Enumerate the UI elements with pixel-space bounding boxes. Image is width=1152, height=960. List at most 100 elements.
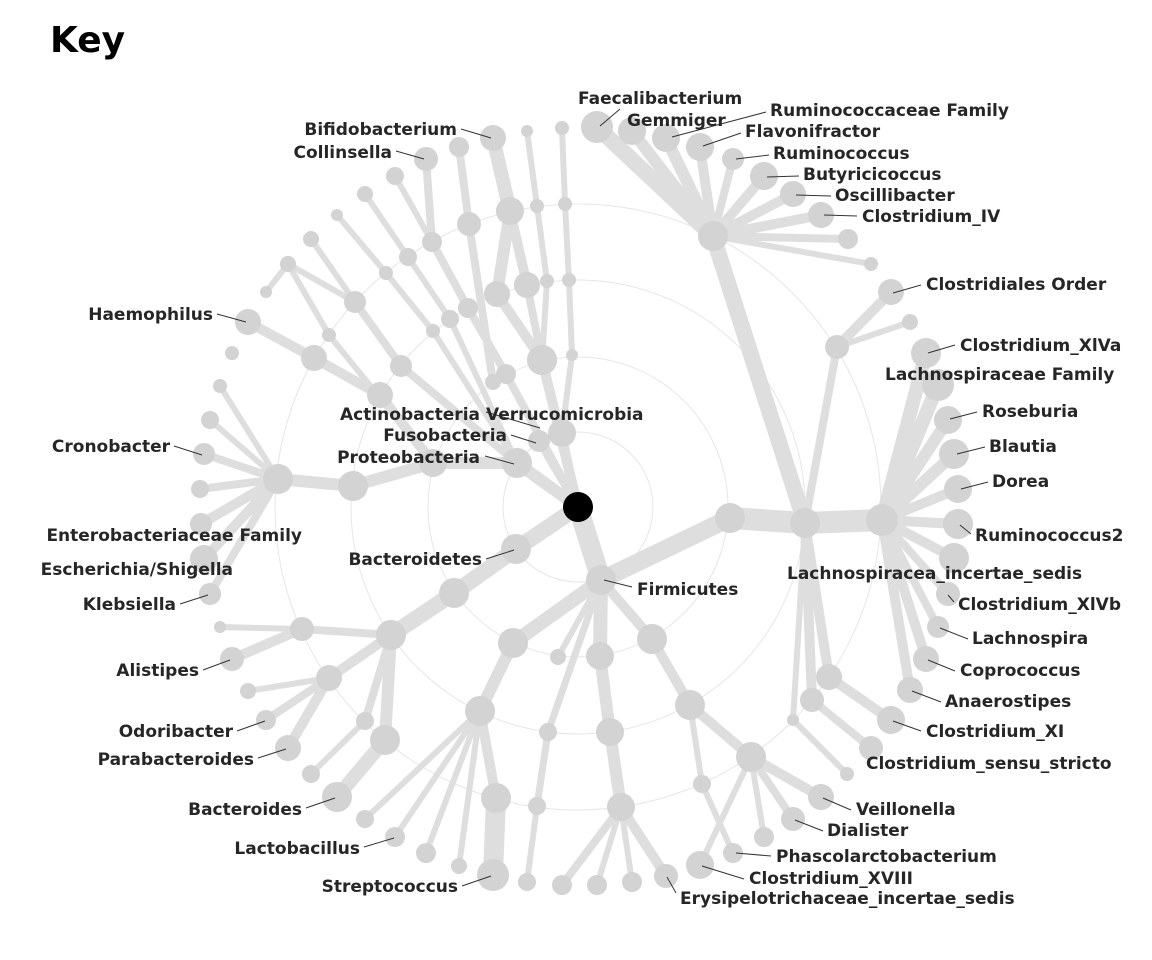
- leader-lactobacillus: [363, 837, 395, 848]
- node-r_x10: [864, 257, 878, 271]
- node-clostridium_xi: [877, 706, 905, 734]
- node-p_delta2: [399, 248, 417, 266]
- node-a_bif_o: [484, 281, 510, 307]
- branch-a_x5-a_l3: [559, 125, 568, 207]
- branch-a_cor_o-a_cor_f: [428, 238, 472, 312]
- leader-anaerostipes: [911, 690, 942, 703]
- node-blautia: [939, 439, 969, 469]
- node-e_x2: [622, 872, 642, 892]
- label-roseburia: Roseburia: [982, 402, 1078, 422]
- leader-clostridiales-order: [892, 284, 922, 294]
- node-a_mid: [527, 345, 557, 375]
- node-f_bacilli: [498, 628, 528, 658]
- label-alistipes: Alistipes: [116, 661, 199, 681]
- label-ruminococcaceae-family: Ruminococcaceae Family: [770, 101, 1009, 121]
- leader-fusobacteria: [510, 434, 537, 444]
- label-enterobacteriaceae-family: Enterobacteriaceae Family: [46, 526, 302, 546]
- node-p_beta: [390, 355, 412, 377]
- node-f_negi: [675, 690, 705, 720]
- node-p_x1: [201, 411, 219, 429]
- node-f_erys_o: [586, 642, 614, 670]
- node-flavonifractor: [686, 133, 714, 161]
- label-collinsella: Collinsella: [293, 143, 392, 163]
- branch-f_lacto_o-l_x3: [362, 708, 483, 822]
- node-ruminococcaceae_family: [652, 124, 680, 152]
- leader-dorea: [960, 481, 989, 490]
- node-f_lach_fam: [866, 504, 898, 536]
- branch-a_x2-a_x3: [534, 203, 550, 284]
- leader-flavonifractor: [702, 132, 742, 147]
- branch-b_rik_f-parabacteroides: [283, 673, 334, 753]
- node-r_x9: [838, 229, 858, 249]
- leader-klebsiella: [179, 594, 209, 605]
- branch-f_lb_g-e_x5: [524, 803, 540, 885]
- node-b_x5: [240, 683, 256, 699]
- node-firmicutes: [586, 565, 616, 595]
- branch-b_odo_f-alistipes: [227, 624, 307, 664]
- branch-f_lach_fam-anaerostipes: [877, 515, 915, 695]
- branch-f_veil_f-clostridium_xviii: [697, 754, 754, 868]
- node-f_peptostr: [816, 664, 842, 690]
- branch-p_eps2-p_x8: [334, 212, 389, 276]
- node-a_x5: [558, 197, 572, 211]
- leader-coprococcus: [927, 659, 956, 672]
- page-title: Key: [50, 20, 126, 61]
- leader-clostridium-xlvb: [947, 594, 955, 603]
- branch-p_ent_f-p_x2: [217, 383, 281, 482]
- node-p_x7: [303, 231, 319, 247]
- branch-b_odo_f-b_x7: [217, 624, 305, 632]
- leader-collinsella: [395, 150, 425, 160]
- node-p_past_o: [367, 382, 393, 408]
- node-f_cord2: [825, 335, 849, 359]
- branch-p_ent_f-p_x1: [207, 417, 281, 482]
- node-fusobacteria: [528, 430, 550, 452]
- leader-bacteroides: [305, 797, 336, 809]
- label-lachnospiracea-incertae-sedis: Lachnospiracea_incertae_sedis: [787, 564, 1082, 584]
- leader-blautia: [956, 446, 986, 455]
- branch-f_lach_fam-blautia: [876, 448, 960, 526]
- branch-p_x6-p_beta2: [285, 261, 358, 305]
- node-a_x4: [562, 273, 576, 287]
- leader-parabacteroides: [257, 748, 287, 759]
- branch-p_delta2-p_x9: [362, 191, 411, 260]
- node-clostridiales_order: [878, 279, 904, 305]
- label-clostridium-xviii: Clostridium_XVIII: [749, 869, 913, 889]
- node-collinsella: [414, 147, 438, 171]
- label-bacteroidetes: Bacteroidetes: [348, 550, 482, 570]
- node-streptococcus: [477, 859, 509, 891]
- label-anaerostipes: Anaerostipes: [945, 692, 1071, 712]
- node-f_erys_f: [607, 793, 635, 821]
- leader-oscillibacter: [795, 194, 832, 197]
- node-alistipes: [220, 647, 244, 671]
- node-erysipelotrichaceae_incertae_sedis: [654, 864, 678, 888]
- label-haemophilus: Haemophilus: [88, 305, 213, 325]
- branch-p_eps-p_eps2: [383, 270, 436, 334]
- node-f_clos_f: [800, 688, 824, 712]
- node-p_x3: [225, 346, 239, 360]
- node-b_bact_f: [370, 725, 400, 755]
- branch-p_delta-p_delta2: [405, 254, 453, 322]
- label-flavonifractor: Flavonifractor: [745, 122, 881, 142]
- node-verr2: [566, 349, 578, 361]
- node-a_y2: [457, 212, 481, 236]
- label-clostridium-xlvb: Clostridium_XlVb: [958, 595, 1121, 615]
- ring-1: [502, 431, 654, 583]
- node-clostridium_xlvb: [936, 582, 960, 606]
- label-butyricicoccus: Butyricicoccus: [803, 165, 942, 185]
- branch-a_bif_o-a_bif_f: [491, 205, 516, 300]
- node-p_alpha: [322, 328, 336, 342]
- node-f_sm: [550, 649, 566, 665]
- branch-f_cxi-cx_small: [790, 717, 850, 777]
- label-bifidobacterium: Bifidobacterium: [304, 120, 457, 140]
- node-veillonella: [808, 784, 834, 810]
- leader-veillonella: [822, 797, 852, 811]
- node-p_eps: [426, 324, 440, 338]
- node-b_ord: [376, 620, 406, 650]
- node-a_y1: [485, 374, 501, 390]
- node-coprococcus: [913, 646, 939, 672]
- node-f_strep_f: [481, 783, 511, 813]
- node-l_x2: [385, 827, 405, 847]
- node-bacteroides: [322, 782, 352, 812]
- node-p_x8: [331, 209, 343, 221]
- branch-a_y1-a_y2: [465, 220, 497, 386]
